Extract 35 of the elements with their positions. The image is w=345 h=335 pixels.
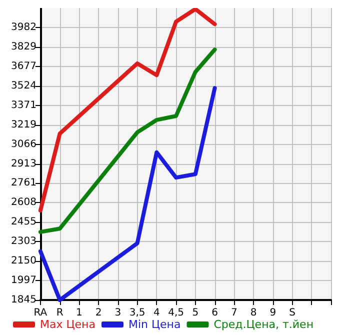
x-tick-label: 1 xyxy=(76,308,82,318)
y-tick-label: 2608 xyxy=(10,197,36,208)
x-tick-label: RA xyxy=(34,308,48,318)
y-tick-label: 1845 xyxy=(10,294,36,306)
line-series xyxy=(38,86,217,302)
x-tick-label: S xyxy=(289,308,296,318)
legend-label: Max Цена xyxy=(40,318,96,331)
legend-label: Сред.Цена, т.йен xyxy=(214,318,314,331)
x-tick-label: 4,5 xyxy=(168,308,184,318)
x-tick-label: 2 xyxy=(95,308,102,318)
y-tick-label: 3371 xyxy=(10,100,36,111)
y-tick-label: 3677 xyxy=(10,60,36,72)
y-tick-label: 2761 xyxy=(10,178,36,189)
x-tick-label: 7 xyxy=(230,308,238,318)
y-tick-label: 1997 xyxy=(10,275,36,286)
y-tick-label: 3524 xyxy=(10,80,36,92)
x-tick-label: 9 xyxy=(270,308,276,318)
y-tick-label: 2150 xyxy=(10,256,36,267)
line-series xyxy=(38,48,217,234)
x-tick-label: 6 xyxy=(212,308,218,318)
y-tick-label: 2913 xyxy=(10,158,36,170)
y-tick-label: 3219 xyxy=(10,119,36,130)
x-tick-label: R xyxy=(56,308,64,318)
legend-label: Min Цена xyxy=(128,318,181,331)
x-tick-label: 3 xyxy=(114,308,122,318)
y-tick-label: 3829 xyxy=(10,42,36,53)
x-tick-label: 8 xyxy=(250,308,257,318)
y-tick-label: 2303 xyxy=(10,236,36,248)
y-tick-label: 2455 xyxy=(10,216,36,228)
y-tick-label: 3982 xyxy=(10,22,36,34)
x-tick-label: 4 xyxy=(153,308,160,318)
x-tick-label: 5 xyxy=(192,308,199,318)
line-series xyxy=(38,8,217,212)
x-tick-label: 3,5 xyxy=(129,308,146,318)
y-tick-label: 3066 xyxy=(10,138,36,150)
